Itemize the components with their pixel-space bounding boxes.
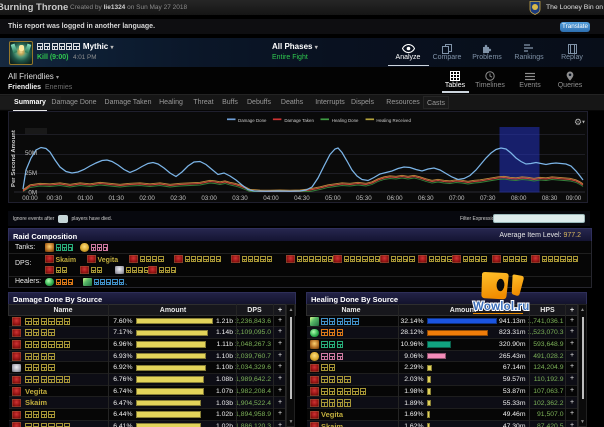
svg-text:07:30: 07:30 — [480, 195, 496, 202]
svg-text:01:00: 01:00 — [77, 195, 93, 202]
svg-text:04:30: 04:30 — [294, 195, 310, 202]
svg-text:08:30: 08:30 — [542, 195, 558, 202]
svg-text:06:00: 06:00 — [387, 195, 403, 202]
svg-text:05:00: 05:00 — [325, 195, 341, 202]
svg-text:08:00: 08:00 — [511, 195, 527, 202]
svg-text:05:30: 05:30 — [356, 195, 372, 202]
svg-text:0M: 0M — [28, 190, 37, 197]
svg-text:50M: 50M — [25, 150, 37, 157]
svg-text:03:00: 03:00 — [201, 195, 217, 202]
svg-text:25M: 25M — [25, 170, 37, 177]
svg-text:04:00: 04:00 — [263, 195, 279, 202]
svg-text:00:30: 00:30 — [47, 195, 63, 202]
svg-text:02:30: 02:30 — [170, 195, 186, 202]
svg-text:00:00: 00:00 — [22, 195, 38, 202]
svg-text:02:00: 02:00 — [139, 195, 155, 202]
svg-text:07:00: 07:00 — [449, 195, 465, 202]
svg-text:06:30: 06:30 — [418, 195, 434, 202]
svg-text:03:30: 03:30 — [232, 195, 248, 202]
svg-text:09:00: 09:00 — [566, 195, 582, 202]
svg-text:01:30: 01:30 — [108, 195, 124, 202]
